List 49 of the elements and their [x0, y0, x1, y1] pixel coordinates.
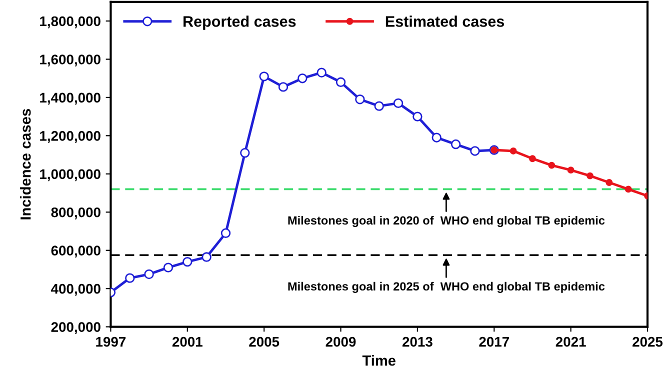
y-tick-label: 1,600,000: [40, 54, 100, 66]
point: [240, 148, 250, 158]
y-tick-label: 1,200,000: [40, 131, 100, 143]
legend-label: Reported cases: [184, 16, 296, 30]
x-tick-label: 2017: [479, 336, 509, 347]
point: [567, 166, 574, 174]
point: [182, 256, 192, 267]
point: [125, 273, 135, 283]
x-axis-title: Time: [362, 355, 396, 366]
point: [278, 82, 288, 92]
y-tick-label: 400,000: [51, 284, 100, 296]
point: [450, 139, 461, 150]
x-tick-label: 2013: [402, 336, 432, 347]
y-tick-label: 1,400,000: [40, 92, 100, 105]
point: [336, 77, 346, 88]
point: [259, 72, 269, 82]
y-tick-label: 200,000: [51, 322, 100, 334]
legend-label: Estimated cases: [386, 16, 504, 27]
point: [316, 68, 326, 78]
point: [529, 155, 536, 162]
point: [144, 269, 154, 280]
point: [510, 148, 517, 154]
annotation: Milestones goal in 2020 of WHO end global TB epidemic: [288, 216, 605, 228]
point: [470, 146, 480, 156]
point: [606, 179, 613, 186]
point: [355, 94, 365, 104]
x-tick-label: 2005: [249, 336, 280, 347]
y-tick-label: 600,000: [51, 246, 100, 258]
y-tick-label: 800,000: [51, 207, 100, 220]
point: [624, 186, 632, 193]
x-tick-label: 2009: [326, 336, 356, 347]
y-axis-title: Incidence cases: [20, 109, 31, 220]
point: [432, 132, 442, 142]
point: [586, 172, 594, 180]
point: [220, 228, 231, 238]
annotation: Milestones goal in 2025 of WHO end global TB epidemic: [288, 282, 605, 293]
point: [163, 262, 174, 272]
y-tick-label: 1,000,000: [40, 169, 100, 182]
point: [393, 98, 404, 108]
point: [298, 73, 308, 84]
point: [374, 101, 384, 111]
x-tick-label: 2021: [556, 336, 586, 347]
x-tick-label: 2001: [172, 336, 202, 347]
point: [412, 112, 422, 122]
y-tick-label: 1,800,000: [40, 16, 100, 28]
point: [202, 252, 212, 262]
point: [548, 162, 556, 169]
x-tick-label: 2025: [632, 336, 663, 347]
x-tick-label: 1997: [96, 336, 126, 347]
